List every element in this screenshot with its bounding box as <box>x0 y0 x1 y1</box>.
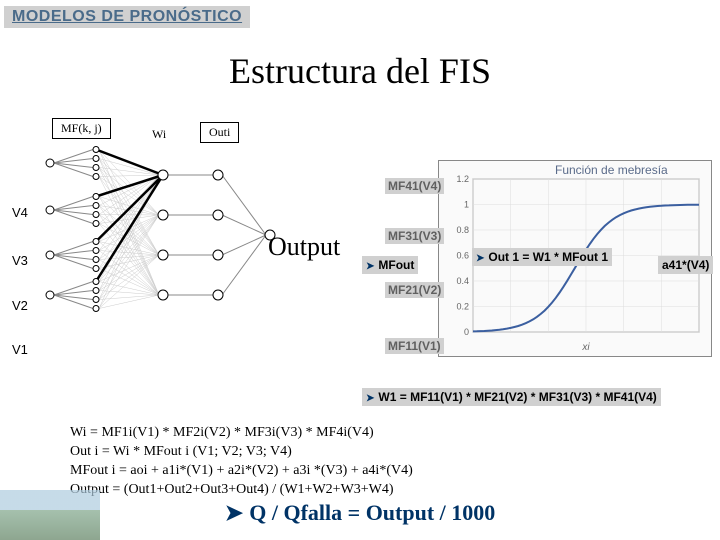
mf21-anno: MF21(V2) <box>385 282 444 298</box>
svg-text:0: 0 <box>464 327 469 337</box>
w1-eq: W1 = MF11(V1) * MF21(V2) * MF31(V3) * MF… <box>362 388 661 406</box>
equation-block: Wi = MF1i(V1) * MF2i(V2) * MF3i(V3) * MF… <box>70 424 413 500</box>
mf31-anno: MF31(V3) <box>385 228 444 244</box>
a41-fragment: a41*(V4) <box>658 256 713 274</box>
output-label: Output <box>268 232 340 262</box>
svg-text:xi: xi <box>581 342 590 353</box>
page-title: Estructura del FIS <box>0 50 720 92</box>
eq-output: Output = (Out1+Out2+Out3+Out4) / (W1+W2+… <box>70 481 413 500</box>
mfout-fragment: MFout <box>362 256 418 274</box>
eq-outi: Out i = Wi * MFout i (V1; V2; V3; V4) <box>70 443 413 462</box>
v2-label: V2 <box>12 298 28 313</box>
chart-title: Función de mebresía <box>555 163 668 177</box>
footer-image <box>0 490 100 540</box>
eq-wi: Wi = MF1i(V1) * MF2i(V2) * MF3i(V3) * MF… <box>70 424 413 443</box>
svg-text:0.4: 0.4 <box>456 276 469 286</box>
eq-mfouti: MFout i = aoi + a1i*(V1) + a2i*(V2) + a3… <box>70 462 413 481</box>
out1-eq: Out 1 = W1 * MFout 1 <box>472 248 612 266</box>
svg-text:0.6: 0.6 <box>456 251 469 261</box>
svg-text:1: 1 <box>464 200 469 210</box>
header-title: MODELOS DE PRONÓSTICO <box>4 6 250 28</box>
v1-label: V1 <box>12 342 28 357</box>
final-equation: ➤ Q / Qfalla = Output / 1000 <box>0 500 720 526</box>
v3-label: V3 <box>12 253 28 268</box>
svg-text:0.8: 0.8 <box>456 225 469 235</box>
mf11-anno: MF11(V1) <box>385 338 444 354</box>
svg-text:1.2: 1.2 <box>456 174 469 184</box>
svg-text:0.2: 0.2 <box>456 302 469 312</box>
v4-label: V4 <box>12 205 28 220</box>
mf41-anno: MF41(V4) <box>385 178 444 194</box>
